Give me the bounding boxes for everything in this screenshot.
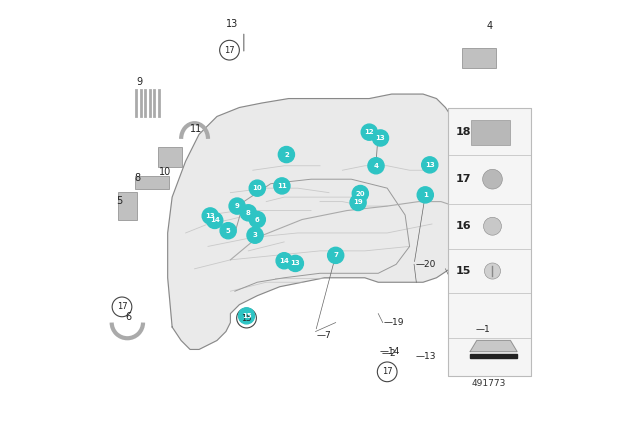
Text: 17: 17 [116,302,127,311]
Text: —13: —13 [415,352,436,361]
Circle shape [247,227,263,243]
Text: 5: 5 [116,196,122,206]
Text: 15: 15 [456,266,471,276]
Circle shape [352,185,369,202]
Text: 13: 13 [425,162,435,168]
Polygon shape [470,354,517,358]
Text: 18: 18 [456,127,471,137]
Circle shape [229,198,245,214]
Circle shape [484,217,502,235]
Text: 13: 13 [291,260,300,267]
Circle shape [240,205,257,221]
Text: —19: —19 [383,318,404,327]
Text: 5: 5 [226,228,230,234]
Circle shape [202,208,218,224]
Circle shape [207,212,223,228]
Circle shape [483,169,502,189]
Text: —2: —2 [382,349,396,358]
Text: 491773: 491773 [472,379,506,388]
Text: 16: 16 [456,221,472,231]
Polygon shape [470,340,517,352]
Text: 9: 9 [136,77,143,87]
Text: 13: 13 [376,135,385,141]
Circle shape [249,180,266,196]
Text: 14: 14 [210,217,220,224]
Text: 12: 12 [364,129,374,135]
FancyBboxPatch shape [118,192,137,220]
Text: 11: 11 [277,183,287,189]
Text: 17: 17 [382,367,392,376]
Text: 13: 13 [205,213,215,219]
Text: 6: 6 [255,216,260,223]
Circle shape [278,146,294,163]
Text: 13: 13 [226,19,238,29]
Text: 7: 7 [333,252,338,258]
Text: 17: 17 [224,46,235,55]
Text: 9: 9 [235,203,239,209]
Text: —7: —7 [316,331,331,340]
Text: 11: 11 [190,124,202,134]
Text: 2: 2 [284,151,289,158]
FancyBboxPatch shape [448,108,531,376]
Text: 1: 1 [423,192,428,198]
Text: 8: 8 [134,173,140,183]
Text: 3: 3 [253,232,257,238]
Circle shape [276,253,292,269]
Text: 17: 17 [456,174,471,184]
Text: 8: 8 [246,210,251,216]
Text: 10: 10 [159,167,171,177]
Text: 4: 4 [374,163,378,169]
Circle shape [361,124,378,140]
Circle shape [239,308,255,324]
Text: 14: 14 [279,258,289,264]
Circle shape [422,157,438,173]
Text: 19: 19 [353,199,363,206]
Circle shape [287,255,303,271]
Text: 10: 10 [252,185,262,191]
FancyBboxPatch shape [158,147,182,167]
Text: 4: 4 [486,21,493,31]
Circle shape [220,223,236,239]
FancyBboxPatch shape [471,120,509,145]
Circle shape [249,211,266,228]
Text: —14: —14 [380,347,400,356]
FancyBboxPatch shape [136,176,168,189]
Circle shape [417,187,433,203]
Circle shape [274,178,290,194]
Circle shape [350,194,366,211]
Circle shape [372,130,388,146]
Text: —1: —1 [476,325,490,334]
Polygon shape [168,94,472,349]
Circle shape [484,263,500,279]
Circle shape [368,158,384,174]
Text: 20: 20 [355,190,365,197]
Text: 15: 15 [242,313,252,319]
Text: —20: —20 [415,260,436,269]
Circle shape [328,247,344,263]
Text: 6: 6 [125,312,131,322]
FancyBboxPatch shape [463,48,495,68]
Text: 15: 15 [241,314,252,323]
